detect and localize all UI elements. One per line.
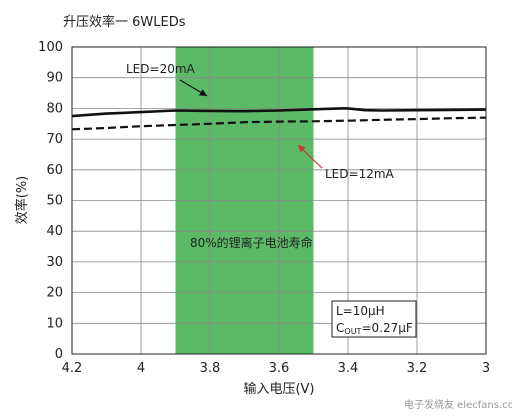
x-tick-label: 3.8: [200, 361, 221, 376]
annotation-cout: COUT=0.27μF: [336, 321, 413, 336]
tick-layer: 0 10 20 30 40 50 60 70 80 90 100 4.2 4 3.8 3.6 3.4 3.2 3: [38, 40, 490, 376]
watermark: 电子发烧友 elecfans.com: [404, 398, 512, 411]
y-tick-label: 10: [46, 316, 63, 331]
x-tick-label: 3: [482, 361, 490, 376]
x-tick-label: 4.2: [62, 361, 83, 376]
x-tick-label: 3.4: [338, 361, 359, 376]
y-tick-label: 40: [46, 224, 63, 239]
y-axis-label: 效率(%): [14, 176, 30, 225]
cout-main: C: [336, 321, 344, 335]
y-tick-label: 80: [46, 101, 63, 116]
series-line-1: [71, 107, 487, 118]
annotation-inductor: L=10μH: [336, 304, 385, 318]
series-line-2: [71, 116, 487, 131]
y-tick-label: 50: [46, 194, 63, 209]
legend-box: [331, 300, 417, 338]
y-tick-label: 70: [46, 132, 63, 147]
x-axis-label: 输入电压(V): [243, 381, 314, 397]
cout-sub: OUT: [344, 327, 361, 336]
x-tick-label: 3.2: [407, 361, 428, 376]
y-tick-label: 100: [38, 40, 63, 55]
led12-arrow: [297, 144, 323, 169]
x-tick-label: 3.6: [269, 361, 290, 376]
x-tick-label: 4: [137, 361, 145, 376]
annotation-led20: LED=20mA: [126, 62, 196, 76]
y-tick-label: 0: [55, 347, 63, 362]
annotation-led12: LED=12mA: [325, 167, 395, 181]
led20-arrow: [179, 79, 208, 97]
band-label: 80%的锂离子电池寿命: [190, 235, 313, 250]
series-layer: [71, 107, 487, 131]
chart-title: 升压效率一 6WLEDs: [63, 14, 186, 30]
grid-layer: [71, 46, 487, 355]
plot-frame: [71, 46, 487, 355]
y-tick-label: 60: [46, 163, 63, 178]
y-tick-label: 30: [46, 255, 63, 270]
y-tick-label: 90: [46, 71, 63, 86]
y-tick-label: 20: [46, 286, 63, 301]
cout-value: =0.27μF: [361, 321, 412, 335]
